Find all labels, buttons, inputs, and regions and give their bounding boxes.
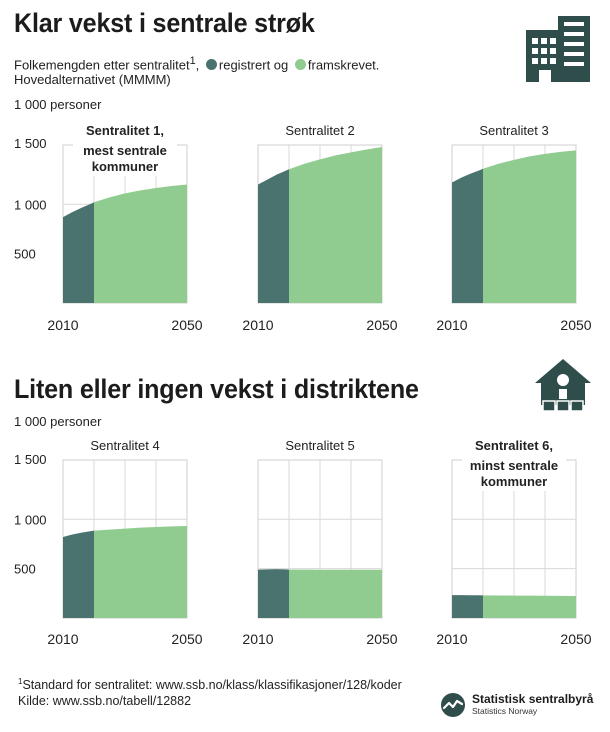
ssb-logo: Statistisk sentralbyrå Statistics Norway [440,692,593,718]
house-icon [535,359,591,412]
panel-title: kommuner [481,474,547,489]
x-tick-label: 2050 [366,317,397,333]
small-multiples-chart: 1 500 1 000 500 2010 2050 Sentralitet 1, mest … [14,123,592,647]
y-tick-label: 500 [14,562,36,577]
y-tick-label: 500 [14,247,36,262]
series-projected-area [94,184,187,303]
x-tick-label: 2010 [242,317,273,333]
panel-title: Sentralitet 5 [285,438,354,453]
x-tick-label: 2050 [171,317,202,333]
section2-title: Liten eller ingen vekst i distriktene [14,374,419,404]
chart-subtitle: Folkemengden etter sentralitet1, registr… [14,54,444,87]
panel-title: mest sentrale [83,143,167,158]
footnote: 1Standard for sentralitet: www.ssb.no/kl… [18,674,402,709]
series-registered-area [258,169,289,303]
series-registered-area [452,168,483,303]
legend-registered-swatch [205,59,217,71]
legend-projected-label: framskrevet. [307,57,380,73]
subtitle-text: Folkemengden etter sentralitet [14,57,190,73]
panel-title-background [73,125,177,176]
unit-label-bottom: 1 000 personer [14,414,102,429]
unit-label-top: 1 000 personer [14,97,102,112]
series-projected-area [289,146,382,303]
panel-title: Sentralitet 2 [285,123,354,138]
series-projected-area [94,525,187,618]
panel-title: Sentralitet 6, [475,438,553,453]
x-tick-label: 2010 [47,317,78,333]
y-tick-label: 1 000 [14,197,47,212]
legend-projected-swatch [294,59,306,71]
x-tick-label: 2050 [171,631,202,647]
panel-title-background [462,440,566,491]
x-tick-label: 2010 [242,631,273,647]
footnote-marker: 1 [189,55,196,67]
series-projected-area [483,595,576,618]
source-text: Kilde: www.ssb.no/tabell/12882 [18,694,192,709]
footnote-text: Standard for sentralitet: www.ssb.no/kla… [22,678,402,693]
logo-subtitle: Statistics Norway [472,706,538,716]
y-tick-label: 1 500 [14,452,47,467]
x-tick-label: 2050 [560,631,591,647]
series-registered-area [258,569,289,618]
x-tick-label: 2010 [436,317,467,333]
x-tick-label: 2050 [560,317,591,333]
series-registered-area [452,595,483,618]
legend-registered-label: registrert og [218,57,289,73]
logo-name: Statistisk sentralbyrå [472,692,594,706]
footnote-number: 1 [18,677,23,686]
series-projected-area [289,569,382,618]
series-registered-area [63,530,94,618]
panel-title: Sentralitet 1, [86,123,164,138]
ssb-logo-icon [441,693,465,717]
panel-title: Sentralitet 3 [479,123,548,138]
subtitle-comma: , [195,57,200,73]
series-projected-area [483,150,576,303]
panel-title: Sentralitet 4 [90,438,159,453]
panel-title: kommuner [92,159,158,174]
series-registered-area [63,202,94,303]
page-title: Klar vekst i sentrale strøk [14,8,315,38]
y-tick-label: 1 500 [14,136,47,151]
x-tick-label: 2010 [47,631,78,647]
x-tick-label: 2050 [366,631,397,647]
x-tick-label: 2010 [436,631,467,647]
panel-title: minst sentrale [470,458,558,473]
y-tick-label: 1 000 [14,512,47,527]
subtitle-alternative: Hovedalternativet (MMMM) [14,72,171,88]
office-building-icon [522,12,596,86]
